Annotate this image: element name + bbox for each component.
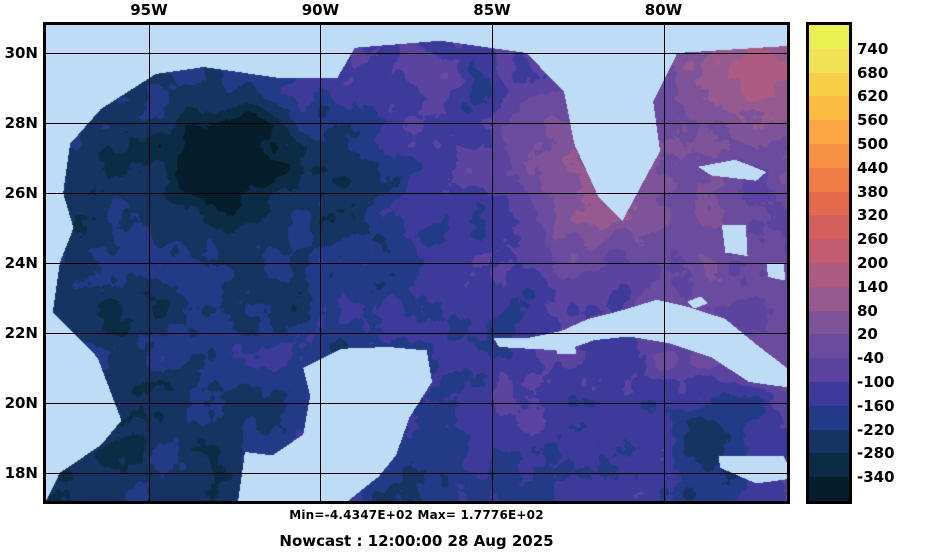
colorbar-band-11 — [809, 286, 849, 311]
colorbar-band-18 — [809, 453, 849, 478]
colorbar-tick-620: 620 — [857, 87, 889, 106]
colorbar-band-12 — [809, 310, 849, 335]
colorbar-tick-560: 560 — [857, 111, 889, 130]
lat-tick-label-22N: 22N — [4, 324, 38, 342]
colorbar-band-5 — [809, 143, 849, 168]
colorbar-tick-140: 140 — [857, 277, 889, 296]
lon-tick-label-90W: 90W — [301, 1, 340, 19]
colorbar-tick-260: 260 — [857, 230, 889, 249]
lat-tick-label-20N: 20N — [4, 394, 38, 412]
colorbar-band-13 — [809, 334, 849, 359]
colorbar-band-15 — [809, 381, 849, 406]
colorbar-tick-740: 740 — [857, 39, 889, 58]
nowcast-timestamp: Nowcast : 12:00:00 28 Aug 2025 — [279, 532, 554, 550]
colorbar-tick--340: -340 — [857, 468, 895, 487]
min-max-annotation: Min=-4.4347E+02 Max= 1.7776E+02 — [289, 508, 544, 522]
colorbar-tick-680: 680 — [857, 63, 889, 82]
colorbar-band-0 — [809, 25, 849, 49]
colorbar-band-3 — [809, 96, 849, 121]
lat-tick-label-26N: 26N — [4, 184, 38, 202]
colorbar-tick--40: -40 — [857, 349, 885, 368]
colorbar-tick--220: -220 — [857, 420, 895, 439]
colorbar-band-9 — [809, 239, 849, 263]
lon-tick-label-95W: 95W — [130, 1, 168, 19]
colorbar-tick--160: -160 — [857, 396, 895, 415]
contour-field — [46, 25, 787, 501]
colorbar-band-2 — [809, 72, 849, 97]
colorbar-tick-380: 380 — [857, 182, 889, 201]
colorbar-tick-440: 440 — [857, 158, 889, 177]
colorbar-band-4 — [809, 120, 849, 144]
colorbar-tick-320: 320 — [857, 206, 889, 225]
map-plot-area — [43, 22, 790, 504]
lat-tick-label-28N: 28N — [4, 114, 38, 132]
colorbar-tick-20: 20 — [857, 325, 878, 344]
colorbar-tick--100: -100 — [857, 373, 895, 391]
colorbar-tick-200: 200 — [857, 254, 889, 272]
colorbar-tick--280: -280 — [857, 444, 895, 463]
colorbar-band-19 — [809, 477, 849, 501]
lat-tick-label-18N: 18N — [4, 464, 38, 482]
colorbar-band-8 — [809, 215, 849, 240]
colorbar-band-7 — [809, 191, 849, 216]
colorbar — [806, 22, 852, 504]
colorbar-band-16 — [809, 405, 849, 430]
colorbar-band-10 — [809, 262, 849, 287]
lat-tick-label-30N: 30N — [4, 44, 38, 62]
colorbar-band-1 — [809, 48, 849, 73]
colorbar-band-17 — [809, 429, 849, 454]
colorbar-band-6 — [809, 167, 849, 192]
colorbar-tick-labels: 740 680 620 560 500 440 380 320 260 200 140 80 20 -40… — [857, 22, 933, 504]
colorbar-band-14 — [809, 358, 849, 382]
lon-tick-label-85W: 85W — [473, 1, 511, 19]
colorbar-tick-80: 80 — [857, 301, 878, 320]
lon-tick-label-80W: 80W — [644, 1, 683, 19]
colorbar-tick-500: 500 — [857, 135, 889, 153]
lat-tick-label-24N: 24N — [4, 254, 38, 272]
